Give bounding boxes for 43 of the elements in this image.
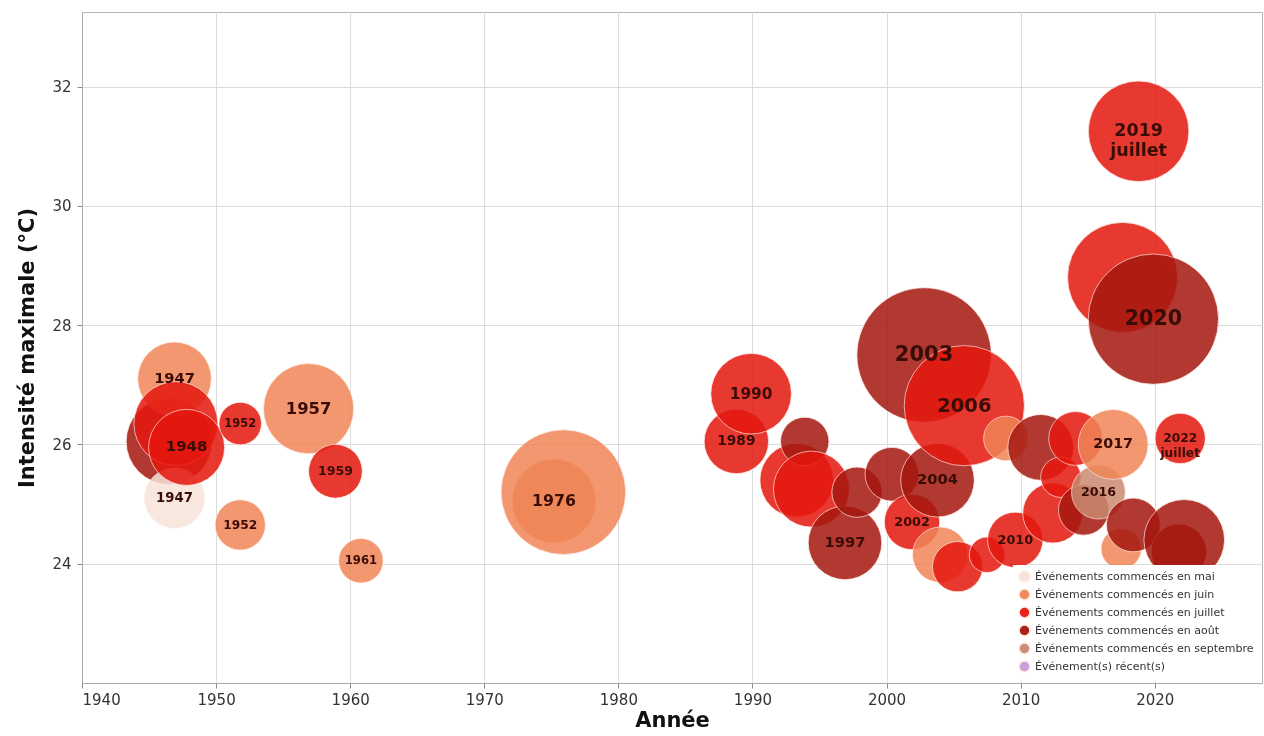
x-tick-label: 2010 <box>1002 690 1041 709</box>
y-tick-label: 26 <box>52 435 72 454</box>
y-tick-label: 24 <box>52 555 72 574</box>
legend-label: Événements commencés en juin <box>1035 587 1215 601</box>
annotation: 2016 <box>1080 484 1117 500</box>
x-tick-label: 1990 <box>733 690 773 709</box>
y-tick-label: 32 <box>52 78 72 97</box>
x-axis-title: Année <box>635 707 710 732</box>
legend-label: Événements commencés en mai <box>1035 569 1215 583</box>
annotation: 1952 <box>223 517 258 532</box>
annotation: 2006 <box>937 393 992 417</box>
annotation: 1948 <box>165 437 208 456</box>
annotation: 2022 juillet <box>1159 431 1201 460</box>
legend-label: Événements commencés en juillet <box>1035 605 1226 619</box>
annotation: 1947 <box>154 368 195 386</box>
annotation: 2020 <box>1124 306 1182 331</box>
annotation: 1976 <box>532 491 576 511</box>
x-tick-label: 2000 <box>867 690 907 709</box>
annotation: 1957 <box>285 398 332 418</box>
legend-label: Événement(s) récent(s) <box>1035 659 1166 673</box>
annotation: 1990 <box>729 384 773 403</box>
annotation: 1997 <box>824 532 866 550</box>
annotation: 1959 <box>317 463 353 479</box>
legend-label: Événements commencés en août <box>1035 623 1220 637</box>
annotation: 1961 <box>344 552 378 567</box>
y-tick-label: 30 <box>52 197 72 216</box>
x-tick-label: 1960 <box>331 690 370 709</box>
annotation: 1952 <box>224 415 257 430</box>
annotation: 2002 <box>894 513 930 529</box>
annotation: 2019 juillet <box>1109 120 1167 160</box>
annotation: 1989 <box>717 432 756 449</box>
x-tick-label: 2020 <box>1136 690 1175 709</box>
x-tick-label: 1970 <box>465 690 504 709</box>
annotation: 2010 <box>997 531 1034 547</box>
y-axis-title: Intensité maximale (°C) <box>15 208 40 488</box>
annotation: 1947 <box>156 490 193 506</box>
x-tick-label: 1950 <box>197 690 236 709</box>
x-tick-label: 1980 <box>599 690 638 709</box>
annotation: 2004 <box>917 470 958 488</box>
annotation: 2017 <box>1093 435 1134 452</box>
y-tick-label: 28 <box>52 316 72 335</box>
x-tick-label: 1940 <box>82 690 121 709</box>
legend-label: Événements commencés en septembre <box>1035 641 1254 655</box>
